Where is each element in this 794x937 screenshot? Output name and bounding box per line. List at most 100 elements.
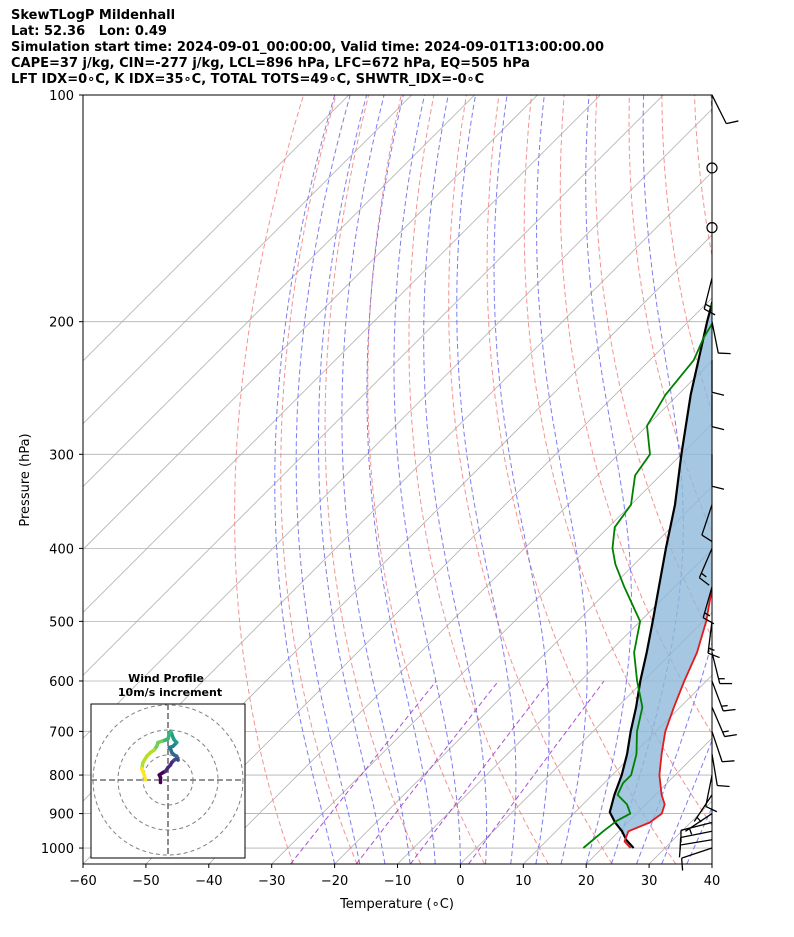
y-tick-label: 600 — [49, 675, 74, 690]
wind-barb-half-flag — [704, 612, 711, 617]
dry-adiabat-line — [727, 95, 794, 864]
isotherm-line — [83, 95, 350, 362]
mixing-ratio-line — [409, 680, 550, 864]
moist-adiabat-line — [585, 95, 632, 864]
y-tick-label: 300 — [49, 448, 74, 463]
x-tick-label: 10 — [515, 874, 532, 889]
isotherm-line — [397, 548, 712, 864]
wind-barb-flag — [699, 577, 710, 586]
wind-barb-staff — [698, 548, 713, 579]
wind-barb-flag — [707, 652, 720, 659]
dry-adiabat-line — [408, 95, 549, 864]
wind-barb-flag — [701, 534, 713, 543]
wind-barb-flag — [702, 617, 715, 625]
x-tick-label: −50 — [132, 874, 159, 889]
moist-adiabat-line — [341, 95, 411, 864]
isotherm-line — [648, 800, 712, 864]
wind-barb-half-flag — [700, 572, 707, 578]
title-station: SkewTLogP Mildenhall — [11, 8, 176, 23]
parcel-profile-line — [608, 298, 712, 849]
wind-barb-staff — [685, 813, 713, 832]
wind-barb-flag — [711, 426, 725, 431]
wind-barb-flag — [718, 352, 731, 355]
temperature-profile-line — [623, 584, 712, 849]
wind-barb-staff — [680, 839, 713, 846]
dry-adiabat-line — [367, 95, 485, 864]
wind-barb-staff — [680, 830, 713, 839]
y-tick-label: 700 — [49, 725, 74, 740]
wind-barb-half-flag — [705, 303, 712, 308]
calm-wind-circle — [706, 162, 718, 174]
wind-barb-staff — [711, 652, 721, 684]
wind-barb-staff — [680, 821, 713, 831]
wind-barb-flag — [705, 805, 718, 813]
dry-adiabat-line — [324, 95, 422, 864]
calm-wind-circle — [706, 222, 718, 234]
wind-barb-half-flag — [688, 828, 693, 835]
moist-adiabat-line — [318, 95, 386, 864]
x-tick-label: 0 — [456, 874, 464, 889]
y-tick-label: 900 — [49, 808, 74, 823]
wind-barb-flag — [726, 120, 739, 125]
profile-lines — [582, 298, 712, 849]
wind-barb-staff — [711, 321, 719, 354]
wind-barb-staff — [711, 94, 727, 124]
wind-barb-staff — [702, 586, 713, 618]
y-axis-label: Pressure (hPa) — [18, 433, 33, 526]
hodograph-plot — [91, 704, 245, 858]
y-tick-label: 100 — [49, 89, 74, 104]
x-tick-label: −30 — [258, 874, 285, 889]
isotherm-line — [271, 423, 712, 864]
moist-adiabat-line — [423, 95, 488, 864]
isotherm-line — [83, 95, 664, 676]
wind-barb-staff — [711, 753, 718, 786]
isotherm-line — [208, 360, 712, 864]
isotherm-line — [711, 863, 712, 864]
wind-barb-staff — [707, 621, 713, 654]
moist-adiabat-line — [661, 738, 712, 864]
isotherm-line — [460, 611, 712, 864]
moist-adiabat-line — [456, 95, 517, 864]
wind-barb-flag — [703, 308, 716, 316]
x-tick-label: −10 — [384, 874, 411, 889]
isotherm-line — [83, 95, 601, 613]
wind-barb-staff — [703, 277, 713, 310]
moist-adiabat-line — [393, 95, 461, 864]
isotherm-line — [334, 486, 712, 864]
wind-barb-half-flag — [696, 816, 702, 823]
isotherm-line — [83, 95, 475, 488]
wind-barb-half-flag — [721, 704, 728, 707]
x-axis-label: Temperature (∘C) — [339, 897, 454, 912]
title-stability-indices: LFT IDX=0∘C, K IDX=35∘C, TOTAL TOTS=49∘C… — [11, 72, 485, 87]
wind-barb-flag — [680, 858, 684, 871]
wind-barb-flag — [724, 733, 737, 738]
x-tick-label: −60 — [69, 874, 96, 889]
dry-adiabat-line — [234, 95, 304, 864]
x-tick-label: −20 — [321, 874, 348, 889]
title-cape-indices: CAPE=37 j/kg, CIN=-277 j/kg, LCL=896 hPa… — [11, 56, 530, 71]
wind-barb-flag — [711, 391, 725, 396]
wind-barb-flag — [723, 708, 736, 712]
x-tick-label: 40 — [704, 874, 721, 889]
moist-adiabat-line — [686, 806, 712, 864]
hodograph-segment — [142, 773, 148, 782]
dry-adiabat-line — [486, 95, 677, 864]
x-tick-label: 20 — [578, 874, 595, 889]
mixing-ratio-line — [355, 680, 499, 864]
title-latlon: Lat: 52.36 Lon: 0.49 — [11, 24, 167, 39]
y-tick-label: 200 — [49, 316, 74, 331]
hodograph-inset: Wind Profile 10m/s increment — [90, 672, 246, 859]
chart-header: SkewTLogP Mildenhall Lat: 52.36 Lon: 0.4… — [11, 8, 604, 88]
wind-barb-staff — [701, 504, 713, 536]
dry-adiabat-line — [280, 95, 358, 864]
isotherm-line — [145, 297, 712, 864]
x-tick-label: 30 — [641, 874, 658, 889]
moist-adiabat-line — [274, 95, 336, 864]
wind-barb-half-flag — [722, 730, 729, 733]
title-times: Simulation start time: 2024-09-01_00:00:… — [11, 40, 604, 55]
wind-barb-staff — [681, 847, 713, 859]
wind-barb-staff — [693, 794, 713, 822]
isotherm-line — [83, 108, 712, 739]
wind-barb-flag — [722, 760, 735, 763]
